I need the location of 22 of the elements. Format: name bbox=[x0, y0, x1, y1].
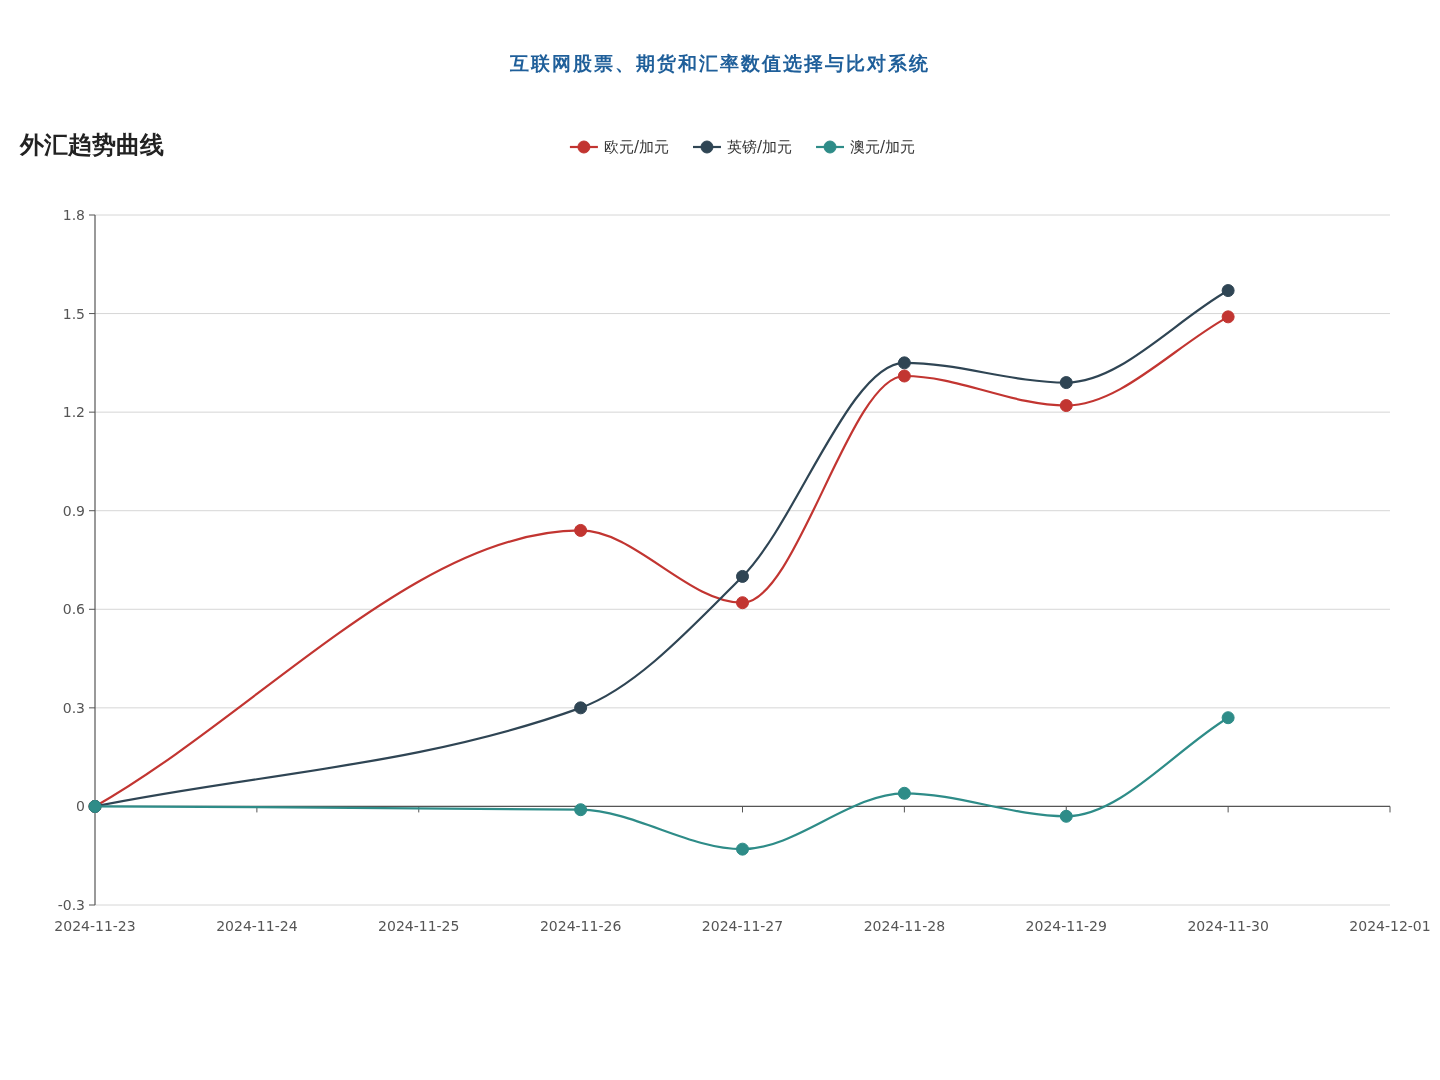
x-tick-label: 2024-11-29 bbox=[1025, 918, 1107, 934]
y-tick-label: 0 bbox=[76, 798, 85, 815]
y-tick-label: 0.6 bbox=[62, 601, 86, 618]
legend-label: 澳元/加元 bbox=[850, 138, 916, 156]
x-tick-label: 2024-11-30 bbox=[1187, 918, 1269, 934]
chart-subtitle: 互联网股票、期货和汇率数值选择与比对系统 bbox=[509, 52, 930, 74]
y-tick-label: 1.5 bbox=[62, 305, 85, 322]
x-tick-label: 2024-11-28 bbox=[863, 918, 946, 934]
y-tick-label: -0.3 bbox=[57, 897, 85, 913]
x-tick-label: 2024-11-24 bbox=[216, 918, 298, 934]
y-tick-label: 1.2 bbox=[62, 404, 85, 421]
y-tick-label: 0.9 bbox=[62, 502, 85, 519]
legend-label: 欧元/加元 bbox=[603, 138, 669, 156]
y-tick-label: 0.3 bbox=[62, 699, 85, 716]
x-tick-label: 2024-11-26 bbox=[539, 918, 622, 934]
y-tick-label: 1.8 bbox=[62, 207, 85, 223]
x-tick-label: 2024-12-01 bbox=[1349, 918, 1431, 934]
legend-label: 英镑/加元 bbox=[726, 138, 793, 156]
x-tick-label: 2024-11-27 bbox=[701, 918, 784, 934]
x-tick-label: 2024-11-23 bbox=[54, 918, 136, 934]
x-tick-label: 2024-11-25 bbox=[378, 918, 460, 934]
chart-title: 外汇趋势曲线 bbox=[19, 131, 164, 159]
